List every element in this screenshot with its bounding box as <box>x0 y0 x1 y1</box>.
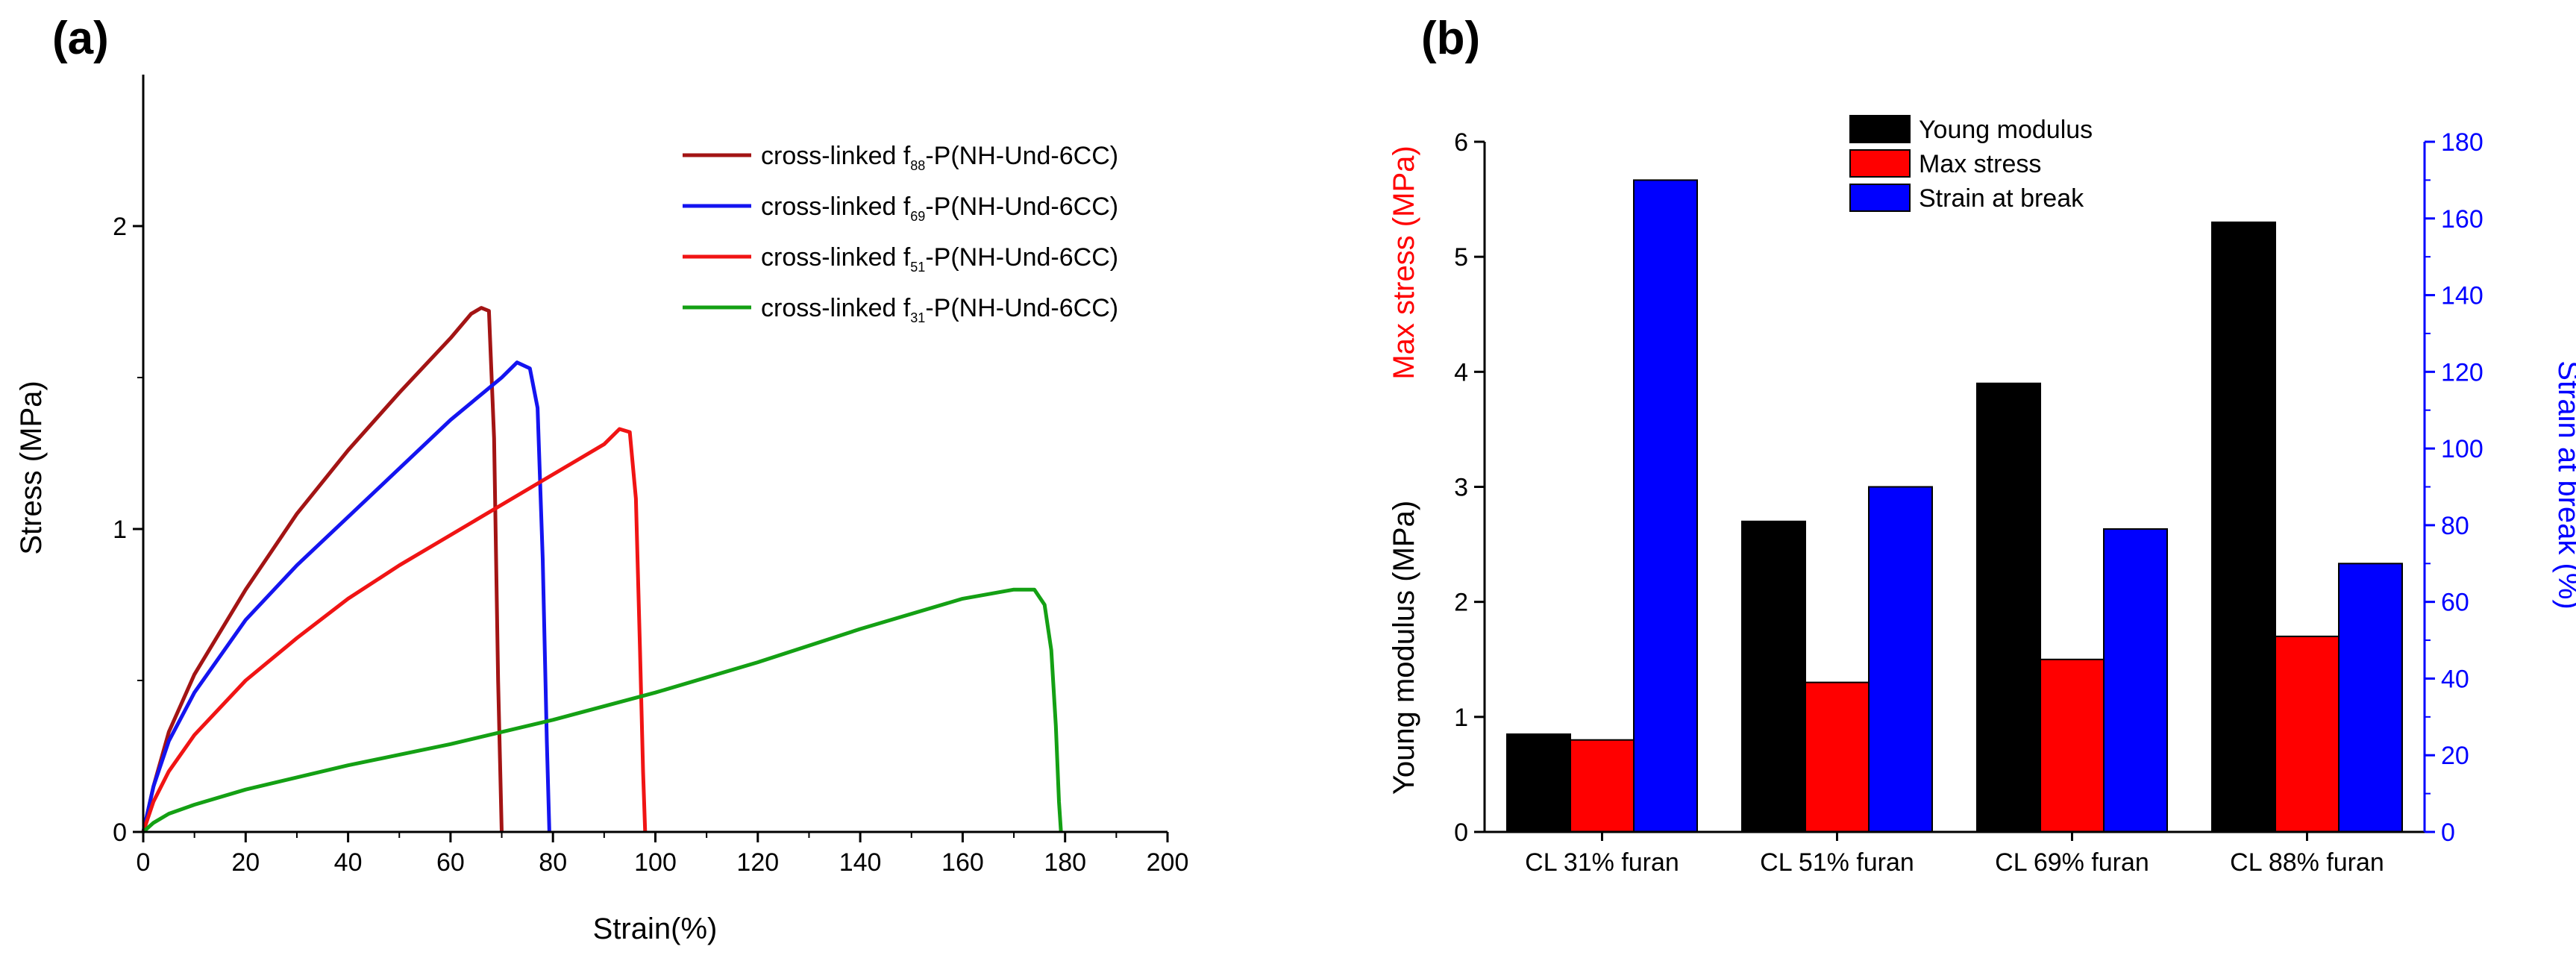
y-axis-title-young-modulus: Young modulus (MPa) <box>1388 501 1420 795</box>
right-y-tick-label: 60 <box>2441 589 2469 617</box>
x-tick-label: 80 <box>539 848 567 877</box>
legend-swatch-max-stress <box>1849 149 1911 178</box>
bar-max-stress <box>1805 681 1870 833</box>
panel-a-label: (a) <box>52 13 109 64</box>
x-axis-title-strain: Strain(%) <box>593 913 718 945</box>
bar-max-stress <box>1570 739 1635 833</box>
right-y-tick-label: 160 <box>2441 205 2483 234</box>
bar-max-stress <box>2275 635 2340 833</box>
stress-curve-f51 <box>141 427 648 833</box>
x-tick-label: 20 <box>231 848 260 877</box>
stress-curve-f31 <box>142 587 1063 833</box>
stress-strain-chart: (a) 0 20 40 60 80 100 120 140 160 180 200 0 1 2 cross… <box>15 13 1188 945</box>
bar-strain-at-break <box>2338 563 2403 833</box>
right-y-tick-label: 140 <box>2441 282 2483 310</box>
left-y-tick-label: 5 <box>1454 243 1468 272</box>
stress-strain-axes: 0 20 40 60 80 100 120 140 160 180 200 0 1 2 <box>113 75 1188 877</box>
stress-strain-legend: cross-linked f88-P(NH-Und-6CC) cross-link… <box>683 142 1118 325</box>
x-tick-label: 160 <box>941 848 984 877</box>
bar-young-modulus <box>1741 520 1806 833</box>
left-y-tick-label: 1 <box>1454 704 1468 732</box>
x-tick-label: 140 <box>839 848 882 877</box>
bar-max-stress <box>2040 658 2105 833</box>
legend-swatch-young-modulus <box>1849 115 1911 143</box>
left-y-tick-label: 0 <box>1454 819 1468 847</box>
bar-young-modulus <box>2211 221 2276 833</box>
panel-b-label: (b) <box>1421 13 1480 64</box>
x-tick-label: 120 <box>736 848 779 877</box>
right-y-tick-label: 120 <box>2441 358 2483 386</box>
right-y-tick-label: 180 <box>2441 128 2483 157</box>
legend-label-f88: cross-linked f88-P(NH-Und-6CC) <box>761 142 1118 173</box>
property-bars <box>1506 179 2403 833</box>
left-y-tick-label: 4 <box>1454 358 1468 386</box>
legend-label-f69: cross-linked f69-P(NH-Und-6CC) <box>761 193 1118 224</box>
bar-young-modulus <box>1976 382 2041 833</box>
bar-young-modulus <box>1506 733 1571 833</box>
bar-strain-at-break <box>1633 179 1698 833</box>
category-label: CL 88% furan <box>2230 848 2384 877</box>
category-label: CL 31% furan <box>1525 848 1679 877</box>
bar-strain-at-break <box>1868 486 1933 833</box>
stress-strain-series <box>141 306 1063 833</box>
legend-label-strain-at-break: Strain at break <box>1919 184 2084 213</box>
bar-strain-at-break <box>2103 528 2168 833</box>
x-tick-label: 180 <box>1044 848 1086 877</box>
left-y-tick-label: 6 <box>1454 128 1468 157</box>
stress-curve-f69 <box>141 360 551 833</box>
y-tick-label: 2 <box>113 213 127 241</box>
x-tick-label: 100 <box>634 848 677 877</box>
category-label: CL 69% furan <box>1995 848 2149 877</box>
stress-curve-f88 <box>141 306 504 833</box>
x-tick-label: 60 <box>436 848 465 877</box>
y-axis-title-max-stress: Max stress (MPa) <box>1388 145 1420 379</box>
legend-label-young-modulus: Young modulus <box>1919 116 2093 144</box>
legend-label-max-stress: Max stress <box>1919 150 2041 178</box>
legend-label-f31: cross-linked f31-P(NH-Und-6CC) <box>761 294 1118 325</box>
right-y-tick-label: 80 <box>2441 512 2469 540</box>
x-tick-label: 0 <box>137 848 151 877</box>
x-tick-label: 200 <box>1147 848 1189 877</box>
category-label: CL 51% furan <box>1760 848 1914 877</box>
right-y-tick-label: 100 <box>2441 435 2483 463</box>
legend-label-f51: cross-linked f51-P(NH-Und-6CC) <box>761 243 1118 275</box>
right-y-tick-label: 0 <box>2441 819 2455 847</box>
y-axis-title-strain-at-break: Strain at break (%) <box>2552 360 2576 609</box>
right-y-tick-label: 40 <box>2441 665 2469 693</box>
legend-swatch-strain-at-break <box>1849 184 1911 212</box>
left-y-tick-label: 3 <box>1454 474 1468 502</box>
right-y-tick-label: 20 <box>2441 742 2469 770</box>
x-tick-label: 40 <box>334 848 363 877</box>
y-axis-title-stress: Stress (MPa) <box>15 381 48 554</box>
y-tick-label: 0 <box>113 819 127 847</box>
y-tick-label: 1 <box>113 516 127 544</box>
left-y-tick-label: 2 <box>1454 589 1468 617</box>
property-legend: Young modulus Max stress Strain at break <box>1849 115 2093 213</box>
